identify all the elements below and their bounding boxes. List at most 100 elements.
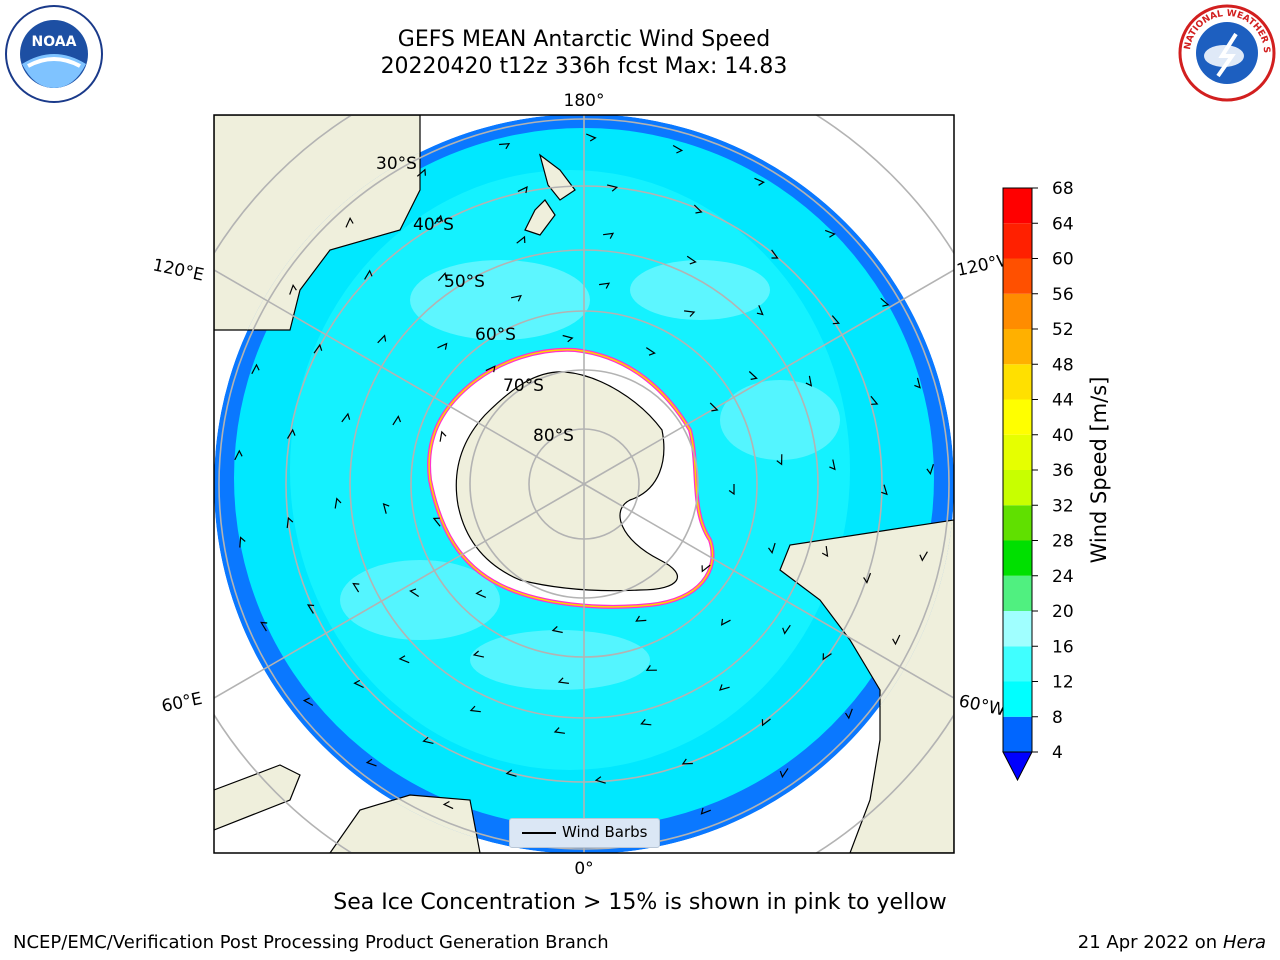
lon-label-0: 0° — [574, 859, 593, 879]
wind-barb — [437, 272, 447, 282]
colorbar-tick-label: 32 — [1052, 496, 1074, 516]
colorbar-tick-label: 16 — [1052, 637, 1074, 657]
colorbar-segment — [1003, 329, 1032, 365]
colorbar-tick-label: 52 — [1052, 320, 1074, 340]
chart-subtitle: 20220420 t12z 336h fcst Max: 14.83 — [380, 54, 788, 79]
wind-barb — [345, 216, 354, 228]
footer-date-text: 21 Apr 2022 on — [1077, 932, 1223, 953]
wind-barb — [805, 375, 813, 387]
wind-barb — [364, 269, 373, 280]
wind-barb — [640, 718, 652, 726]
wind-barb — [892, 634, 901, 646]
wind-barb — [289, 283, 297, 295]
colorbar-tick-label: 68 — [1052, 179, 1074, 199]
wind-barb — [748, 371, 758, 380]
graticule — [214, 115, 954, 853]
wind-barb — [880, 297, 890, 307]
wind-barb — [557, 677, 569, 684]
wind-barb — [439, 430, 447, 442]
noaa-logo-text: NOAA — [32, 34, 77, 50]
lon-label-120e: 120°E — [151, 255, 206, 285]
wind-barb — [709, 402, 719, 412]
colorbar-tick-label: 4 — [1052, 743, 1063, 763]
wind-barb — [700, 807, 712, 815]
chart-title: GEFS MEAN Antarctic Wind Speed — [397, 27, 771, 52]
colorbar-segment — [1003, 716, 1032, 752]
wind-barb — [585, 133, 597, 142]
wind-barb — [599, 282, 611, 289]
lon-label-60w: 60°W — [957, 691, 1007, 720]
wind-barb — [919, 551, 928, 562]
wind-barb — [603, 232, 615, 239]
wind-barb — [286, 428, 296, 439]
wind-barb — [234, 449, 243, 461]
wind-barb — [472, 650, 485, 658]
wind-barb — [286, 516, 294, 529]
colorbar-segment — [1003, 470, 1032, 506]
colorbar-segment — [1003, 646, 1032, 682]
wind-barb — [553, 727, 565, 734]
colorbar-label: Wind Speed [m/s] — [1087, 377, 1111, 564]
colorbar-tick-label: 64 — [1052, 214, 1074, 234]
colorbar-tick-label: 40 — [1052, 426, 1074, 446]
wind-barb — [432, 517, 441, 527]
wind-barb — [686, 255, 697, 265]
wind-barb — [353, 679, 364, 689]
wind-barb — [645, 347, 656, 356]
colorbar-segment — [1003, 399, 1032, 435]
colorbar-segment — [1003, 575, 1032, 611]
wind-barb — [756, 305, 764, 316]
wind-barb — [434, 214, 443, 225]
wind-barb — [517, 186, 528, 194]
wind-barb — [352, 582, 360, 593]
lat-label-70s: 70°S — [503, 376, 544, 396]
colorbar-tick-label: 12 — [1052, 673, 1074, 693]
wind-barb — [475, 589, 487, 598]
wind-barb — [771, 249, 779, 259]
wind-barb — [251, 363, 260, 375]
colorbar-segment — [1003, 611, 1032, 647]
nws-logo: NATIONAL WEATHER SERVICE — [1175, 0, 1276, 106]
wind-barb — [681, 758, 693, 765]
wind-barb — [926, 464, 934, 476]
lon-label-60e: 60°E — [160, 689, 204, 717]
new-zealand-land — [524, 153, 576, 236]
wind-barb — [720, 618, 731, 626]
sea-ice-caption: Sea Ice Concentration > 15% is shown in … — [333, 890, 947, 915]
colorbar-tick-label: 28 — [1052, 532, 1074, 552]
wind-barb — [365, 758, 377, 767]
wind-barb — [672, 144, 684, 154]
wind-barb — [382, 503, 390, 514]
wind-barb — [499, 143, 511, 150]
wind-barb — [693, 204, 703, 214]
colorbar-segment — [1003, 434, 1032, 470]
colorbar-tick-label: 24 — [1052, 567, 1074, 587]
colorbar-tick-label: 8 — [1052, 708, 1063, 728]
wind-barb — [822, 653, 832, 661]
wind-barb — [442, 800, 454, 810]
wind-barb — [398, 655, 410, 664]
wind-barb — [645, 665, 657, 671]
wind-barb — [863, 572, 872, 584]
wind-barb — [485, 365, 496, 373]
madagascar-land — [214, 764, 301, 831]
wind-barb — [728, 484, 735, 496]
wind-barb — [844, 708, 853, 720]
wind-barb — [239, 536, 246, 548]
wind-barb — [469, 705, 481, 713]
colorbar-segment — [1003, 681, 1032, 717]
wind-barb — [881, 484, 888, 496]
wind-barbs — [234, 133, 934, 833]
wind-barb — [829, 459, 836, 471]
wind-barb — [422, 736, 434, 744]
colorbar-tick-label: 48 — [1052, 355, 1074, 375]
colorbar-segment — [1003, 540, 1032, 576]
wind-barb — [313, 343, 323, 354]
wind-barb — [594, 776, 606, 784]
wind-barb — [870, 395, 879, 405]
wind-barb — [768, 542, 776, 554]
wind-barb — [334, 497, 342, 509]
colorbar-segment — [1003, 188, 1032, 224]
wind-barb — [782, 624, 791, 635]
